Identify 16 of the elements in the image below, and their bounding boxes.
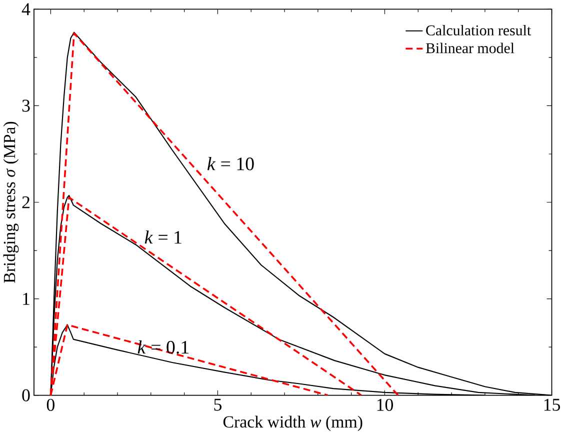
y-tick-label: 4 xyxy=(22,3,30,15)
annotation: k = 1 xyxy=(144,230,182,244)
annotation: k = 0.1 xyxy=(138,340,188,354)
x-tick-label: 15 xyxy=(544,398,560,411)
y-tick-label: 2 xyxy=(22,196,30,208)
legend-label: Calculation result xyxy=(426,24,531,36)
y-tick-label: 1 xyxy=(23,292,30,305)
legend-label: Bilinear model xyxy=(426,42,514,54)
y-tick-label: 0 xyxy=(22,389,30,402)
x-axis-title: Crack width w (mm) xyxy=(223,416,362,431)
annotation: k = 10 xyxy=(207,156,254,170)
x-tick-label: 5 xyxy=(214,398,222,411)
x-tick-label: 10 xyxy=(377,398,393,411)
x-tick-label: 0 xyxy=(46,398,54,411)
y-axis-title: Bridging stress σ (MPa) xyxy=(3,122,19,283)
y-tick-label: 3 xyxy=(22,100,30,112)
